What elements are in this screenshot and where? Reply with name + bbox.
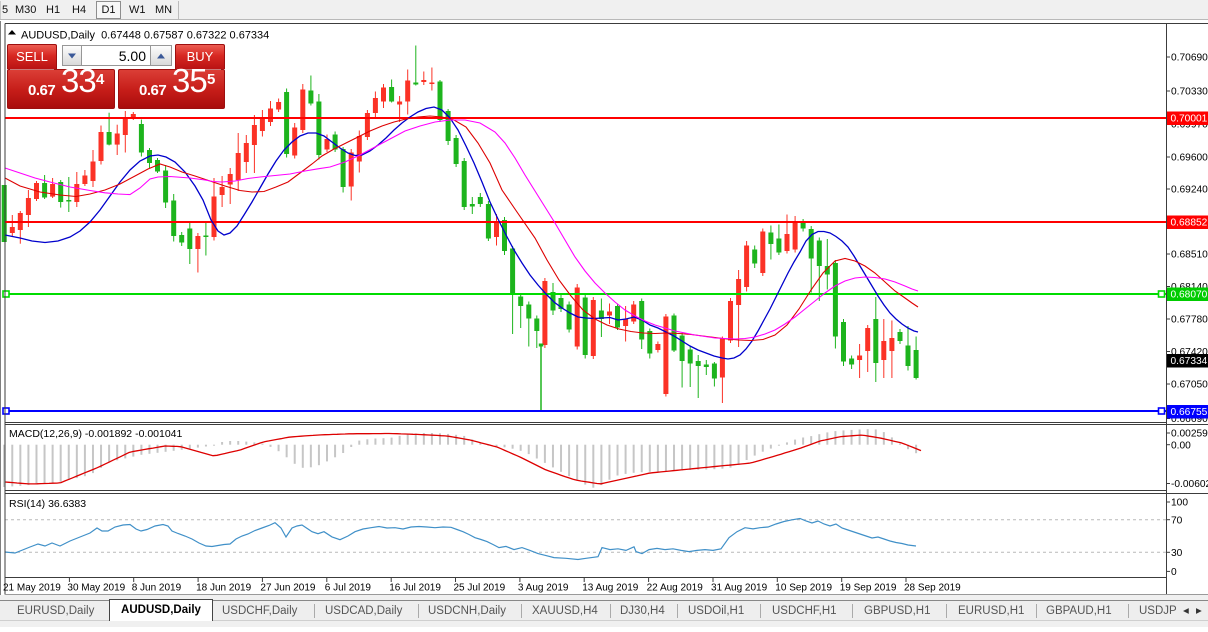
svg-text:8 Jun 2019: 8 Jun 2019	[132, 583, 182, 594]
svg-text:30: 30	[1171, 548, 1183, 559]
svg-text:28 Sep 2019: 28 Sep 2019	[904, 583, 961, 594]
svg-text:0.70690: 0.70690	[1171, 53, 1208, 64]
svg-text:0: 0	[1171, 567, 1177, 578]
svg-text:16 Jul 2019: 16 Jul 2019	[389, 583, 441, 594]
svg-text:10 Sep 2019: 10 Sep 2019	[775, 583, 832, 594]
svg-text:0.67050: 0.67050	[1171, 380, 1208, 391]
svg-text:3 Aug 2019: 3 Aug 2019	[518, 583, 569, 594]
svg-text:0.68070: 0.68070	[1171, 290, 1208, 301]
svg-text:0.68852: 0.68852	[1171, 218, 1208, 229]
svg-text:18 Jun 2019: 18 Jun 2019	[196, 583, 251, 594]
svg-text:6 Jul 2019: 6 Jul 2019	[325, 583, 372, 594]
svg-text:0.70330: 0.70330	[1171, 87, 1208, 98]
svg-text:MACD(12,26,9) -0.001892 -0.001: MACD(12,26,9) -0.001892 -0.001041	[9, 428, 183, 440]
svg-text:19 Sep 2019: 19 Sep 2019	[840, 583, 897, 594]
svg-text:0.00: 0.00	[1171, 440, 1191, 451]
svg-text:-0.006021: -0.006021	[1171, 479, 1208, 490]
svg-text:RSI(14) 36.6383: RSI(14) 36.6383	[9, 498, 86, 510]
svg-text:AUDUSD,Daily 0.67448 0.67587: AUDUSD,Daily 0.67448 0.67587 0.67322 0.6…	[21, 29, 269, 41]
svg-text:0.70001: 0.70001	[1171, 114, 1208, 125]
svg-text:0.66755: 0.66755	[1171, 407, 1208, 418]
svg-text:100: 100	[1171, 498, 1188, 509]
svg-text:0.002592: 0.002592	[1171, 429, 1208, 440]
svg-text:0.67334: 0.67334	[1171, 356, 1208, 367]
svg-text:30 May 2019: 30 May 2019	[67, 583, 125, 594]
svg-text:22 Aug 2019: 22 Aug 2019	[647, 583, 704, 594]
svg-text:0.66690: 0.66690	[1171, 414, 1208, 425]
svg-text:31 Aug 2019: 31 Aug 2019	[711, 583, 768, 594]
svg-text:70: 70	[1171, 515, 1183, 526]
svg-text:0.68510: 0.68510	[1171, 250, 1208, 261]
svg-text:0.69600: 0.69600	[1171, 153, 1208, 164]
svg-text:13 Aug 2019: 13 Aug 2019	[582, 583, 639, 594]
svg-text:0.67780: 0.67780	[1171, 315, 1208, 326]
svg-text:27 Jun 2019: 27 Jun 2019	[260, 583, 315, 594]
svg-text:21 May 2019: 21 May 2019	[3, 583, 61, 594]
svg-text:0.67420: 0.67420	[1171, 347, 1208, 358]
svg-text:0.69970: 0.69970	[1171, 120, 1208, 131]
svg-text:0.69240: 0.69240	[1171, 185, 1208, 196]
svg-text:25 Jul 2019: 25 Jul 2019	[454, 583, 506, 594]
